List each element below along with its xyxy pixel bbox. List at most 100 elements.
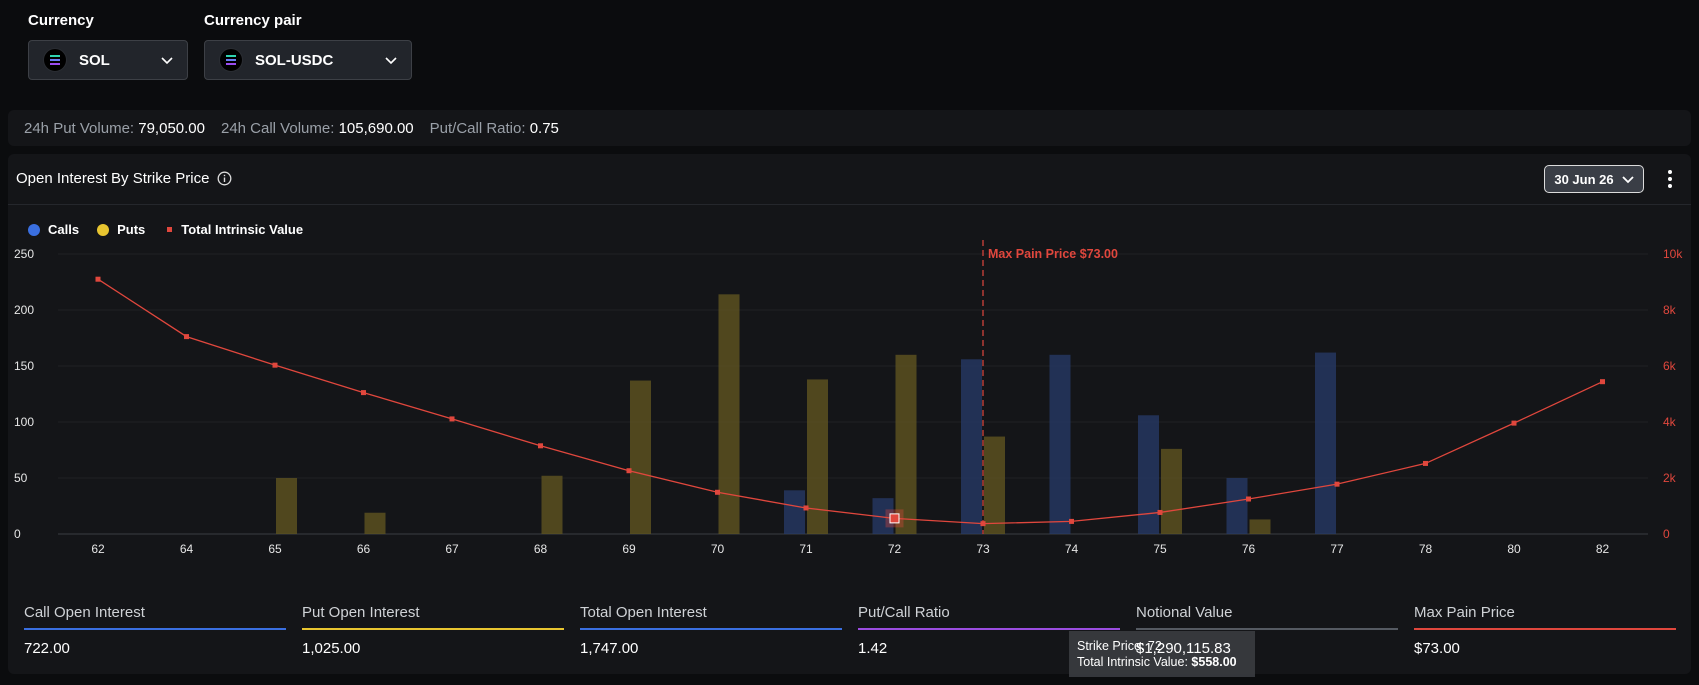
intrinsic-point xyxy=(449,416,455,422)
call-bar xyxy=(1049,354,1071,534)
metric-value: 722.00 xyxy=(24,640,70,657)
intrinsic-point xyxy=(1246,496,1251,502)
put-bar xyxy=(364,512,386,534)
tooltip-value: $558.00 xyxy=(1191,655,1237,669)
intrinsic-point xyxy=(184,334,189,340)
y-right-tick-label: 0 xyxy=(1663,527,1670,541)
y-left-tick-label: 250 xyxy=(14,247,34,261)
call-bar xyxy=(1138,415,1159,534)
x-tick-label: 67 xyxy=(445,542,459,556)
metric-value: 1,025.00 xyxy=(302,640,361,657)
metric-label: Total Open Interest xyxy=(580,604,842,630)
intrinsic-point xyxy=(95,276,101,282)
x-tick-label: 77 xyxy=(1330,542,1344,556)
open-interest-chart: 0 50 100 150 200 250 0 2k 4k 6k 8k 10k 62 64 65 66 67 68 6… xyxy=(14,240,1683,556)
metric-value: $1,290,115.83 xyxy=(1136,640,1231,657)
chevron-down-icon xyxy=(161,52,173,69)
legend-intrinsic-marker xyxy=(167,227,173,232)
expiry-date-select[interactable]: 30 Jun 26 xyxy=(1544,165,1644,193)
currency-field: Currency SOL xyxy=(28,12,188,80)
x-tick-label: 68 xyxy=(534,542,548,556)
x-tick-label: 64 xyxy=(180,542,194,556)
metric-value: 1.42 xyxy=(858,640,888,657)
intrinsic-point xyxy=(1511,420,1517,426)
tooltip-strike-label: Strike Price: xyxy=(1077,639,1145,653)
currency-select[interactable]: SOL xyxy=(28,40,188,80)
metric-call-open-interest: Call Open Interest 722.00 xyxy=(24,604,286,657)
legend-calls-label: Calls xyxy=(48,222,80,237)
x-tick-label: 72 xyxy=(888,542,902,556)
put-volume-stat: 24h Put Volume: 79,050.00 xyxy=(24,120,205,137)
legend-intrinsic[interactable]: Total Intrinsic Value xyxy=(163,222,303,237)
currency-value: SOL xyxy=(79,51,110,69)
y-right-tick-label: 8k xyxy=(1663,303,1677,317)
pair-select[interactable]: SOL-USDC xyxy=(204,40,412,80)
call-volume-stat: 24h Call Volume: 105,690.00 xyxy=(221,120,414,137)
x-tick-label: 71 xyxy=(799,542,813,556)
call-bar xyxy=(872,498,894,534)
metrics-row: Call Open Interest 722.00 Put Open Inter… xyxy=(24,604,1678,664)
intrinsic-point xyxy=(803,505,809,511)
info-icon[interactable] xyxy=(217,171,232,186)
metric-label: Put/Call Ratio xyxy=(858,604,1120,630)
metric-value: $73.00 xyxy=(1414,640,1460,657)
legend-calls[interactable]: Calls xyxy=(28,222,79,237)
solana-icon xyxy=(43,48,67,72)
solana-icon xyxy=(219,48,243,72)
intrinsic-point xyxy=(1423,460,1428,466)
metric-put-call-ratio: Put/Call Ratio 1.42 xyxy=(858,604,1120,657)
pair-field: Currency pair SOL-USDC xyxy=(204,12,412,80)
call-bar xyxy=(1315,352,1336,534)
legend-puts-label: Puts xyxy=(117,222,146,237)
put-call-ratio-stat: Put/Call Ratio: 0.75 xyxy=(430,120,559,137)
intrinsic-point xyxy=(980,521,986,527)
panel-title: Open Interest By Strike Price xyxy=(16,170,232,187)
call-bar xyxy=(961,359,982,534)
x-tick-label: 82 xyxy=(1596,542,1610,556)
call-volume-value: 105,690.00 xyxy=(338,119,414,137)
volume-stats-bar: 24h Put Volume: 79,050.00 24h Call Volum… xyxy=(8,110,1691,146)
intrinsic-point xyxy=(1600,379,1605,385)
x-tick-label: 70 xyxy=(711,542,725,556)
y-left-tick-label: 50 xyxy=(14,471,28,485)
pair-value: SOL-USDC xyxy=(255,51,334,69)
legend-puts[interactable]: Puts xyxy=(97,222,145,237)
intrinsic-point xyxy=(626,468,632,474)
tooltip-strike-value: 72 xyxy=(1147,639,1162,653)
put-bar xyxy=(895,354,917,534)
pair-label: Currency pair xyxy=(204,12,302,29)
y-right-tick-label: 2k xyxy=(1663,471,1677,485)
intrinsic-point-highlight xyxy=(889,513,900,524)
intrinsic-point xyxy=(715,489,720,495)
x-tick-label: 66 xyxy=(357,542,371,556)
panel-header: Open Interest By Strike Price 30 Jun 26 xyxy=(8,154,1691,205)
chart-tooltip: Strike Price: 72 Total Intrinsic Value: … xyxy=(1069,631,1255,677)
panel-title-text: Open Interest By Strike Price xyxy=(16,170,210,187)
intrinsic-point xyxy=(1157,509,1163,515)
metric-total-open-interest: Total Open Interest 1,747.00 xyxy=(580,604,842,657)
put-bar xyxy=(1161,448,1182,534)
metric-max-pain-price: Max Pain Price $73.00 xyxy=(1414,604,1676,657)
intrinsic-point xyxy=(1069,518,1074,524)
more-options-icon[interactable] xyxy=(1662,167,1678,191)
call-bar xyxy=(784,490,805,534)
x-tick-label: 62 xyxy=(91,542,105,556)
metric-label: Put Open Interest xyxy=(302,604,564,630)
x-tick-label: 76 xyxy=(1242,542,1256,556)
max-pain-label: Max Pain Price $73.00 xyxy=(988,247,1118,261)
put-bar xyxy=(276,478,297,534)
put-call-ratio-value: 0.75 xyxy=(529,119,559,137)
x-tick-label: 69 xyxy=(622,542,636,556)
legend-intrinsic-label: Total Intrinsic Value xyxy=(181,222,304,237)
chart-legend: Calls Puts Total Intrinsic Value xyxy=(28,222,321,237)
metric-value: 1,747.00 xyxy=(580,640,639,657)
intrinsic-point xyxy=(538,443,543,449)
intrinsic-point xyxy=(1334,481,1340,487)
put-bar xyxy=(984,436,1005,534)
legend-calls-marker xyxy=(28,223,40,236)
call-volume-label: 24h Call Volume: xyxy=(220,119,335,137)
metric-label: Max Pain Price xyxy=(1414,604,1676,630)
y-left-tick-label: 100 xyxy=(14,415,34,429)
y-left-tick-label: 200 xyxy=(14,303,34,317)
put-volume-label: 24h Put Volume: xyxy=(24,119,135,137)
